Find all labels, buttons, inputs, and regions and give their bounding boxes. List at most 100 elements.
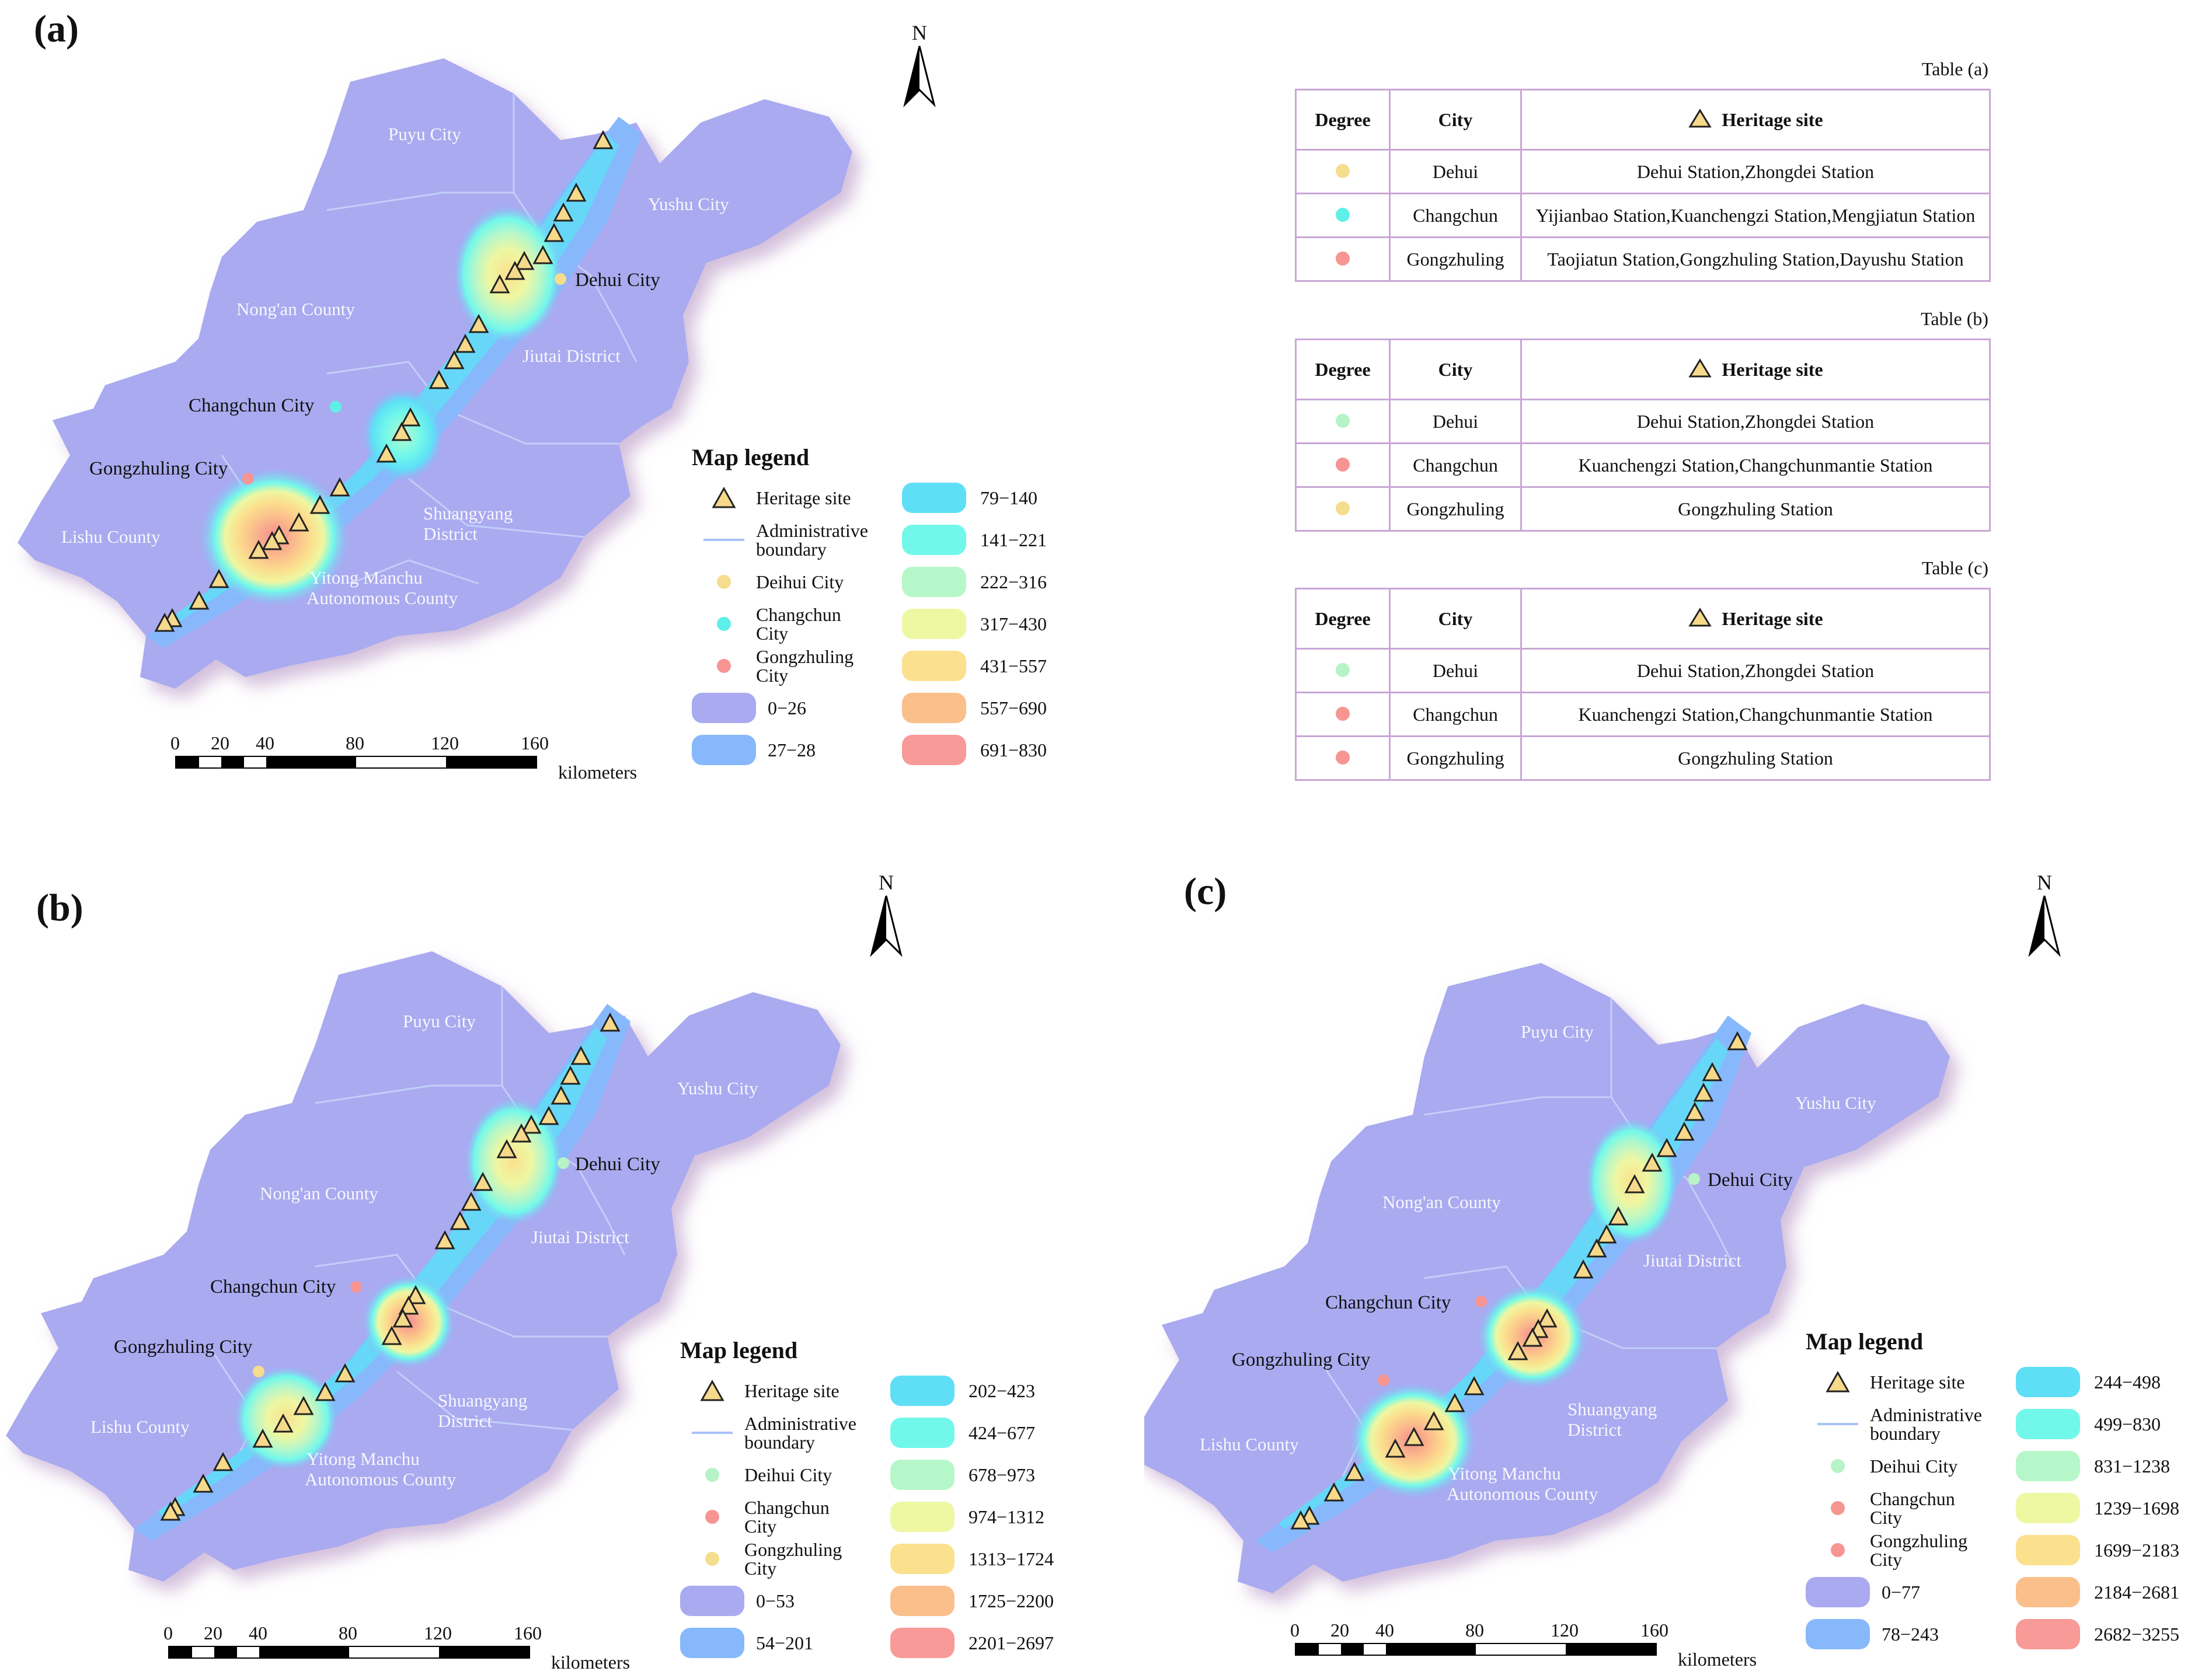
legend-heritage-label: Heritage site xyxy=(756,487,851,508)
scale-tick: 20 xyxy=(211,732,229,753)
table-row: Changchun Kuanchengzi Station,Changchunma… xyxy=(1295,692,1991,737)
legend-class-5: 317−430 xyxy=(902,606,1047,642)
table-caption: Table (b) xyxy=(1921,308,1988,329)
svg-text:Gongzhuling City: Gongzhuling City xyxy=(1232,1349,1371,1370)
svg-text:Changchun City: Changchun City xyxy=(1325,1292,1451,1313)
svg-text:Yushu City: Yushu City xyxy=(1795,1093,1876,1113)
legend-heritage: Heritage site xyxy=(692,480,851,516)
legend-gongzhuling-label: Gongzhuling City xyxy=(1870,1530,1968,1570)
legend-swatch xyxy=(890,1502,955,1532)
legend-swatch xyxy=(902,567,966,597)
table-header: Degree xyxy=(1295,89,1391,151)
degree-dot xyxy=(1336,457,1350,472)
table-header: Heritage site xyxy=(1520,89,1991,151)
degree-cell xyxy=(1295,193,1391,238)
sites-cell: Kuanchengzi Station,Changchunmantie Stat… xyxy=(1520,442,1991,488)
legend-class-label: 202−423 xyxy=(969,1380,1036,1401)
legend-changchun-label: Changchun City xyxy=(1870,1488,1955,1528)
svg-text:Changchun City: Changchun City xyxy=(210,1276,336,1297)
legend-swatch xyxy=(2016,1577,2080,1607)
degree-dot xyxy=(1336,207,1350,222)
legend-class-label: 79−140 xyxy=(980,487,1038,508)
svg-text:District: District xyxy=(438,1411,492,1431)
city-cell: Dehui xyxy=(1389,648,1522,693)
table-header: Degree xyxy=(1295,339,1391,400)
legend-class-label: 1699−2183 xyxy=(2094,1540,2180,1561)
legend-class-label: 424−677 xyxy=(969,1422,1036,1443)
legend-class-label: 141−221 xyxy=(980,529,1047,550)
svg-text:Dehui City: Dehui City xyxy=(575,1154,660,1175)
svg-text:Lishu County: Lishu County xyxy=(90,1416,190,1437)
map-c: Puyu City Yushu City Nong'an County Jiut… xyxy=(1144,963,1950,1593)
table-header: City xyxy=(1389,89,1522,151)
degree-dot xyxy=(1336,501,1350,515)
legend-class-label: 691−830 xyxy=(980,739,1047,760)
scale-bar-a: 0 20 40 80 120 160 kilometers xyxy=(170,732,654,797)
scale-tick: 120 xyxy=(1551,1620,1579,1641)
gongzhuling-dot xyxy=(242,473,254,484)
degree-cell xyxy=(1295,149,1391,194)
legend-boundary-label: Administrative boundary xyxy=(744,1413,856,1453)
legend-dehui: Deihui City xyxy=(692,564,844,600)
table-row: Gongzhuling Gongzhuling Station xyxy=(1295,486,1991,532)
legend-class-2: 79−140 xyxy=(902,480,1037,516)
legend-swatch xyxy=(890,1376,955,1406)
legend-changchun-symbol xyxy=(680,1510,744,1524)
degree-dot xyxy=(1336,163,1350,178)
legend-boundary-symbol xyxy=(680,1432,744,1434)
legend-swatch xyxy=(902,483,966,513)
scale-tick: 40 xyxy=(256,732,274,753)
legend-a: Map legend Heritage site Administrative bou… xyxy=(692,444,1089,770)
legend-swatch xyxy=(2016,1367,2080,1397)
legend-class-2: 202−423 xyxy=(890,1373,1035,1409)
scale-tick: 20 xyxy=(1330,1620,1349,1641)
scale-tick: 160 xyxy=(521,732,549,753)
legend-heritage-symbol xyxy=(692,486,756,510)
city-cell: Changchun xyxy=(1389,193,1522,238)
gongzhuling-label: Gongzhuling City xyxy=(89,458,228,479)
legend-dehui-symbol xyxy=(680,1468,744,1482)
scale-bar-segments xyxy=(168,1646,530,1659)
legend-swatch xyxy=(890,1460,955,1490)
degree-cell xyxy=(1295,692,1391,737)
legend-boundary-symbol xyxy=(1806,1423,1870,1425)
legend-gongzhuling-symbol xyxy=(1806,1543,1870,1557)
legend-swatch xyxy=(2016,1451,2080,1481)
legend-changchun: Changchun City xyxy=(680,1498,830,1536)
svg-text:Nong'an County: Nong'an County xyxy=(1382,1192,1501,1212)
sites-cell: Dehui Station,Zhongdei Station xyxy=(1520,648,1991,693)
legend-class-2: 244−498 xyxy=(2016,1364,2161,1400)
legend-class-0: 0−53 xyxy=(680,1583,795,1619)
degree-cell xyxy=(1295,399,1391,444)
legend-class-0: 0−26 xyxy=(692,690,806,726)
legend-class-label: 2201−2697 xyxy=(969,1632,1054,1653)
table-header: Heritage site xyxy=(1520,588,1991,650)
scale-tick: 40 xyxy=(249,1622,267,1643)
heritage-table: Degree City Heritage site Dehui Dehui Statio… xyxy=(1295,339,1991,532)
legend-class-7: 1725−2200 xyxy=(890,1583,1054,1619)
legend-gongzhuling: Gongzhuling City xyxy=(1806,1530,1968,1570)
legend-swatch xyxy=(2016,1493,2080,1523)
table-row: Changchun Kuanchengzi Station,Changchunma… xyxy=(1295,442,1991,488)
legend-changchun: Changchun City xyxy=(692,605,841,643)
table-caption: Table (a) xyxy=(1921,58,1988,79)
panel-label-b: (b) xyxy=(36,887,83,929)
svg-text:Yitong Manchu: Yitong Manchu xyxy=(306,1449,420,1469)
city-cell: Dehui xyxy=(1389,149,1522,194)
svg-text:Jiutai District: Jiutai District xyxy=(522,346,621,366)
legend-class-6: 1313−1724 xyxy=(890,1541,1054,1577)
svg-text:Lishu County: Lishu County xyxy=(61,526,161,547)
legend-swatch xyxy=(890,1586,955,1616)
scale-bar-b: 0 20 40 80 120 160 kilometers xyxy=(163,1622,647,1675)
region-shape-b xyxy=(6,951,841,1582)
legend-heritage: Heritage site xyxy=(680,1373,839,1409)
legend-swatch xyxy=(2016,1619,2080,1649)
svg-text:Puyu City: Puyu City xyxy=(403,1011,476,1031)
north-arrow-a: N xyxy=(902,22,937,110)
scale-unit: kilometers xyxy=(551,1652,630,1673)
legend-class-3: 499−830 xyxy=(2016,1406,2161,1442)
legend-changchun: Changchun City xyxy=(1806,1488,1955,1528)
dehui-dot xyxy=(555,273,566,285)
dehui-label: Dehui City xyxy=(575,270,660,291)
legend-swatch xyxy=(692,693,756,723)
